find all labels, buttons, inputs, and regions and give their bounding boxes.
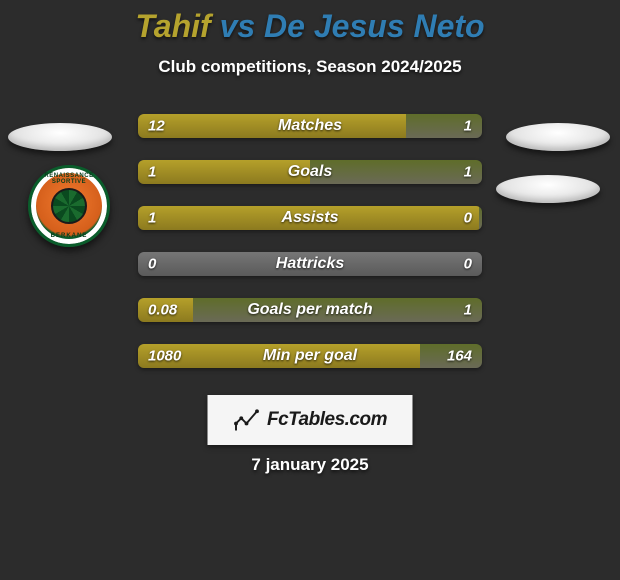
stat-value-right: 1 (464, 302, 472, 319)
team-badge-core (51, 188, 87, 224)
stat-bar-right (310, 160, 482, 184)
badge-text-bottom: BERKANE (33, 233, 105, 239)
stat-value-right: 0 (464, 256, 472, 273)
stat-label: Goals per match (247, 301, 372, 319)
team-badge-left: RENAISSANCE SPORTIVE BERKANE (28, 165, 110, 247)
title-player2: De Jesus Neto (264, 8, 485, 44)
badge-text-top: RENAISSANCE SPORTIVE (33, 173, 105, 185)
stat-row: 1 0 Assists (138, 206, 482, 230)
stat-row: 1080 164 Min per goal (138, 344, 482, 368)
fctables-logo: FcTables.com (208, 395, 413, 445)
stat-bar-left (138, 114, 406, 138)
stat-value-right: 1 (464, 118, 472, 135)
stat-value-left: 0 (148, 256, 156, 273)
footer-date: 7 january 2025 (0, 455, 620, 475)
subtitle: Club competitions, Season 2024/2025 (0, 57, 620, 77)
stat-value-right: 164 (447, 348, 472, 365)
stat-value-left: 1 (148, 210, 156, 227)
stat-row: 12 1 Matches (138, 114, 482, 138)
right-team-ellipse-1 (506, 123, 610, 151)
stat-row: 0 0 Hattricks (138, 252, 482, 276)
right-team-ellipse-2 (496, 175, 600, 203)
stat-label: Min per goal (263, 347, 357, 365)
stat-value-left: 12 (148, 118, 165, 135)
stat-value-left: 0.08 (148, 302, 177, 319)
stat-label: Hattricks (276, 255, 344, 273)
page-title: Tahif vs De Jesus Neto (0, 0, 620, 45)
stat-label: Goals (288, 163, 332, 181)
stat-row: 0.08 1 Goals per match (138, 298, 482, 322)
stat-bar-right (479, 206, 482, 230)
stat-value-right: 1 (464, 164, 472, 181)
stat-row: 1 1 Goals (138, 160, 482, 184)
stat-label: Assists (282, 209, 339, 227)
stat-value-right: 0 (464, 210, 472, 227)
logo-chart-icon (233, 406, 261, 434)
left-team-ellipse (8, 123, 112, 151)
stat-value-left: 1 (148, 164, 156, 181)
logo-text: FcTables.com (267, 409, 387, 431)
stat-bar-left (138, 160, 310, 184)
title-player1: Tahif (135, 8, 210, 44)
stat-value-left: 1080 (148, 348, 181, 365)
title-vs: vs (220, 8, 256, 44)
comparison-rows: 12 1 Matches 1 1 Goals 1 0 Assists 0 0 H… (138, 114, 482, 390)
stat-label: Matches (278, 117, 342, 135)
